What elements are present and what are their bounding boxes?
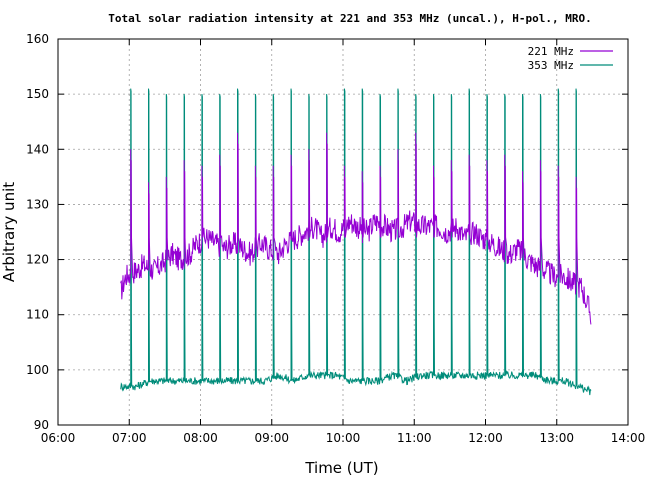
legend-label: 353 MHz [528,59,574,72]
y-tick-label: 120 [26,253,49,267]
chart-title: Total solar radiation intensity at 221 a… [108,12,591,25]
legend-label: 221 MHz [528,45,574,58]
series-line-1 [120,88,592,396]
x-tick-label: 12:00 [468,431,503,445]
x-tick-label: 13:00 [539,431,574,445]
y-tick-label: 100 [26,363,49,377]
x-tick-label: 10:00 [326,431,361,445]
y-tick-label: 130 [26,197,49,211]
series-layer [120,88,592,396]
x-tick-label: 11:00 [397,431,432,445]
x-tick-label: 07:00 [112,431,147,445]
y-tick-label: 150 [26,87,49,101]
y-tick-label: 110 [26,308,49,322]
plot-frame [57,38,629,426]
axis-ticks: 06:00 07:00 08:00 09:00 10:00 11:00 12:00 13:00… [26,32,645,445]
x-tick-label: 14:00 [611,431,646,445]
x-tick-label: 08:00 [183,431,218,445]
y-axis-label: Arbitrary unit [0,182,18,282]
x-tick-label: 09:00 [254,431,289,445]
y-tick-label: 160 [26,32,49,46]
x-tick-label: 06:00 [41,431,76,445]
x-axis-label: Time (UT) [304,459,378,477]
y-tick-label: 140 [26,142,49,156]
y-tick-label: 90 [34,418,49,432]
grid [58,39,628,425]
series-line-0 [120,132,592,325]
